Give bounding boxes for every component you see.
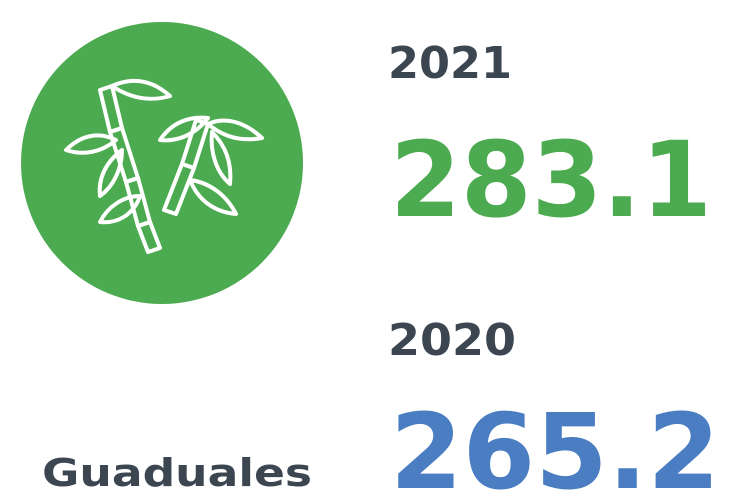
value: 283.1 [390, 119, 712, 241]
year-label: 2021 [388, 38, 512, 89]
bamboo-icon [64, 78, 264, 254]
item-label: Guaduales [42, 451, 312, 495]
value: 265.2 [390, 391, 720, 495]
icon-badge [21, 22, 303, 304]
year-label: 2020 [388, 315, 516, 366]
